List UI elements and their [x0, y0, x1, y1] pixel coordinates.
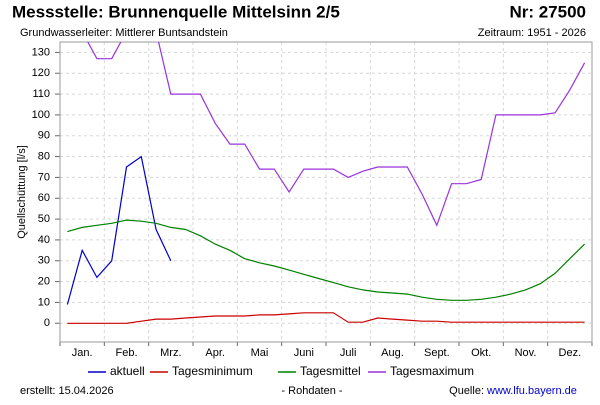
y-tick-label: 100	[32, 109, 50, 121]
source-url[interactable]: www.lfu.bayern.de	[486, 385, 577, 397]
x-tick-label: Jan.	[72, 347, 93, 359]
legend-label: Tagesminimum	[172, 364, 253, 378]
y-tick-label: 20	[38, 275, 50, 287]
y-tick-label: 80	[38, 150, 50, 162]
series-line	[67, 219, 586, 301]
period: Zeitraum: 1951 - 2026	[478, 27, 586, 39]
note: - Rohdaten -	[281, 385, 342, 397]
x-tick-label: Juli	[340, 347, 357, 359]
x-tick-label: Feb.	[115, 347, 137, 359]
x-tick-label: Dez.	[559, 347, 582, 359]
y-tick-label: 90	[38, 130, 50, 142]
x-tick-label: Mrz.	[160, 347, 181, 359]
series-line	[87, 42, 586, 227]
y-tick-label: 130	[32, 46, 50, 58]
legend-label: Tagesmaximum	[390, 364, 474, 378]
title: Messstelle: Brunnenquelle Mittelsinn 2/5	[12, 2, 340, 21]
y-tick-label: 110	[32, 88, 50, 100]
y-tick-label: 70	[38, 171, 50, 183]
y-tick-label: 0	[44, 317, 50, 329]
plot-border	[59, 41, 593, 343]
aquifer: Grundwasserleiter: Mittlerer Buntsandste…	[20, 27, 228, 39]
x-tick-label: Mai	[251, 347, 269, 359]
source-label: Quelle:	[449, 385, 484, 397]
legend-label: aktuell	[110, 364, 145, 378]
y-tick-label: 30	[38, 255, 50, 267]
x-tick-label: Nov.	[515, 347, 537, 359]
y-tick-label: 60	[38, 192, 50, 204]
x-tick-label: Sept.	[424, 347, 450, 359]
y-tick-label: 40	[38, 234, 50, 246]
x-tick-label: Apr.	[205, 347, 225, 359]
y-tick-label: 120	[32, 67, 50, 79]
y-tick-label: 10	[38, 296, 50, 308]
y-axis-label: Quellschüttung [l/s]	[16, 145, 28, 239]
y-tick-label: 50	[38, 213, 50, 225]
x-tick-label: Aug.	[381, 347, 404, 359]
series-line	[66, 155, 172, 305]
x-tick-label: Juni	[294, 347, 314, 359]
created: erstellt: 15.04.2026	[20, 385, 114, 397]
station-number: Nr: 27500	[509, 2, 586, 21]
series-group	[66, 42, 586, 324]
legend-label: Tagesmittel	[300, 364, 361, 378]
series-line	[67, 312, 585, 324]
x-tick-label: Okt.	[471, 347, 491, 359]
